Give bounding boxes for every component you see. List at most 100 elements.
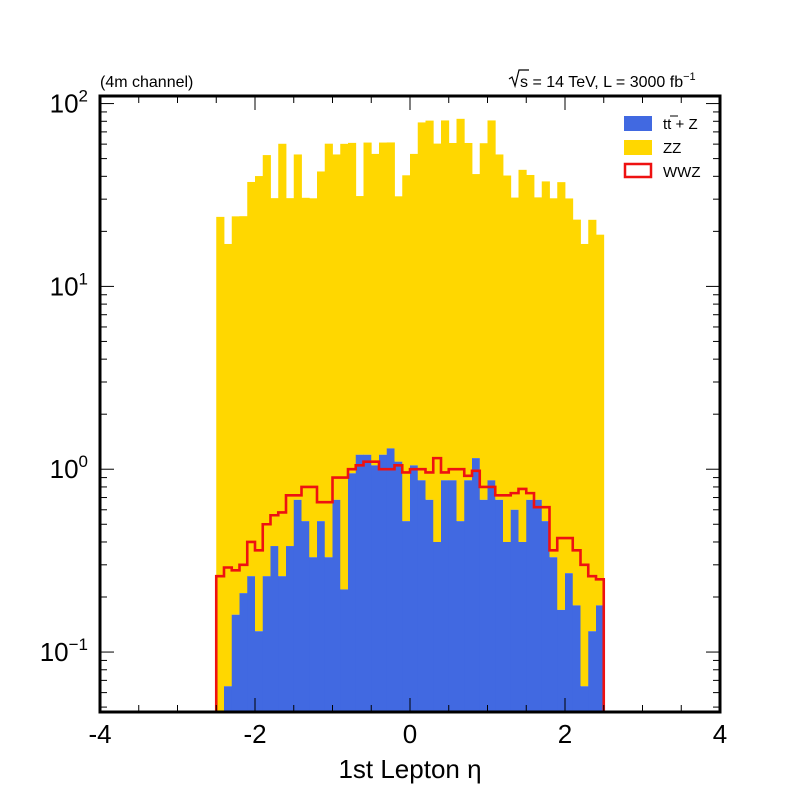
legend-entry-ttz: tt + Z bbox=[624, 115, 698, 133]
legend-wwz-label: WWZ bbox=[663, 164, 700, 181]
zz-bar bbox=[572, 219, 581, 606]
ttz-bar bbox=[286, 546, 295, 712]
zz-bar bbox=[425, 120, 434, 500]
x-tick-label: 2 bbox=[558, 719, 572, 749]
ttz-bar bbox=[580, 686, 589, 712]
ttz-bar bbox=[410, 465, 419, 712]
ttz-bar bbox=[309, 557, 318, 712]
zz-bar bbox=[247, 181, 256, 577]
ttz-bar bbox=[495, 499, 504, 712]
ttz-bar bbox=[417, 480, 426, 712]
zz-bar bbox=[433, 143, 442, 542]
ttz-bar bbox=[278, 576, 287, 712]
y-tick-labels: 10−1 100 101 102 bbox=[40, 87, 88, 667]
zz-bar bbox=[565, 198, 574, 574]
zz-bar bbox=[224, 243, 233, 687]
zz-bar bbox=[410, 153, 419, 466]
legend-ttz-main: tt bbox=[663, 116, 672, 133]
ttz-bar bbox=[255, 631, 264, 712]
ttz-bar bbox=[479, 499, 488, 712]
zz-bar bbox=[239, 216, 248, 594]
ttz-bar bbox=[588, 631, 597, 712]
plot-area bbox=[214, 118, 606, 712]
ttz-bar bbox=[293, 499, 302, 712]
ttz-bar bbox=[472, 458, 481, 712]
lumi-exponent: −1 bbox=[683, 71, 696, 83]
zz-bar bbox=[464, 142, 473, 481]
ttz-bar bbox=[425, 499, 434, 712]
zz-bar bbox=[448, 142, 457, 481]
plot-frame bbox=[98, 94, 722, 714]
zz-bar bbox=[596, 234, 605, 606]
zz-bar bbox=[557, 182, 566, 610]
histogram-outline bbox=[214, 456, 606, 712]
y-tick-label: 100 bbox=[50, 452, 88, 484]
ttz-bar bbox=[433, 541, 442, 712]
zz-bar bbox=[216, 216, 225, 712]
zz-bar bbox=[231, 216, 240, 615]
ttz-bar bbox=[526, 499, 535, 712]
zz-bar bbox=[324, 143, 333, 558]
ttz-bar bbox=[379, 454, 388, 712]
ttz-bar bbox=[565, 573, 574, 712]
zz-bar bbox=[549, 198, 558, 558]
zz-bar bbox=[371, 153, 380, 466]
zz-bar bbox=[386, 142, 395, 449]
channel-annotation: (4m channel) bbox=[100, 74, 193, 91]
zz-bar bbox=[534, 197, 543, 500]
zz-bar bbox=[363, 142, 372, 455]
zz-bar bbox=[348, 142, 357, 474]
x-tick-labels: -4 -2 0 2 4 bbox=[88, 719, 727, 749]
svg-text:s = 14 TeV, L = 3000 fb−1: s = 14 TeV, L = 3000 fb−1 bbox=[520, 71, 696, 91]
sqrt-sign bbox=[508, 69, 529, 89]
ttz-bar bbox=[324, 557, 333, 712]
legend-zz-label: ZZ bbox=[663, 140, 681, 157]
ttz-bar bbox=[340, 589, 349, 712]
ttz-bar bbox=[557, 609, 566, 712]
x-tick-label: -4 bbox=[88, 719, 111, 749]
legend-entry-zz: ZZ bbox=[624, 140, 681, 157]
zz-bar bbox=[526, 174, 535, 500]
zz-bar bbox=[456, 118, 465, 522]
zz-bar bbox=[317, 171, 326, 522]
zz-bar bbox=[270, 198, 279, 547]
ttz-bar bbox=[363, 454, 372, 712]
zz-bar bbox=[309, 198, 318, 558]
zz-bar bbox=[379, 142, 388, 455]
ttz-bar bbox=[270, 546, 279, 712]
ttz-bar bbox=[510, 509, 519, 712]
ttz-bar bbox=[541, 521, 550, 712]
ttz-bar bbox=[348, 473, 357, 712]
ttz-bar bbox=[239, 593, 248, 712]
zz-bar bbox=[588, 219, 597, 632]
ttz-bar bbox=[386, 448, 395, 712]
zz-bar bbox=[417, 122, 426, 481]
legend-entry-wwz: WWZ bbox=[623, 162, 700, 181]
ttz-bar bbox=[355, 454, 364, 712]
zz-bar bbox=[301, 197, 310, 522]
ttz-bar bbox=[224, 686, 233, 712]
legend: tt + Z ZZ WWZ bbox=[623, 115, 700, 181]
ttz-bar bbox=[549, 557, 558, 712]
ttz-bar bbox=[402, 521, 411, 712]
ttz-bar bbox=[503, 541, 512, 712]
zz-bar bbox=[495, 154, 504, 500]
ttz-bar bbox=[487, 480, 496, 712]
ttz-bar bbox=[518, 541, 527, 712]
ttz-bar bbox=[448, 480, 457, 712]
ttz-bar bbox=[534, 499, 543, 712]
y-tick-label: 102 bbox=[50, 87, 88, 119]
ttz-bar bbox=[332, 499, 341, 712]
zz-bar bbox=[580, 243, 589, 687]
energy-luminosity-annotation: s = 14 TeV, L = 3000 fb−1 bbox=[508, 69, 696, 91]
ttz-bar bbox=[464, 480, 473, 712]
zz-bar bbox=[487, 120, 496, 481]
zz-bar bbox=[541, 181, 550, 522]
zz-bar bbox=[503, 175, 512, 542]
ttz-bar bbox=[394, 461, 403, 712]
histogram-bars bbox=[216, 118, 605, 712]
y-tick-label: 10−1 bbox=[40, 635, 88, 667]
zz-bar bbox=[262, 155, 271, 577]
zz-bar bbox=[518, 169, 527, 542]
zz-bar bbox=[293, 154, 302, 500]
